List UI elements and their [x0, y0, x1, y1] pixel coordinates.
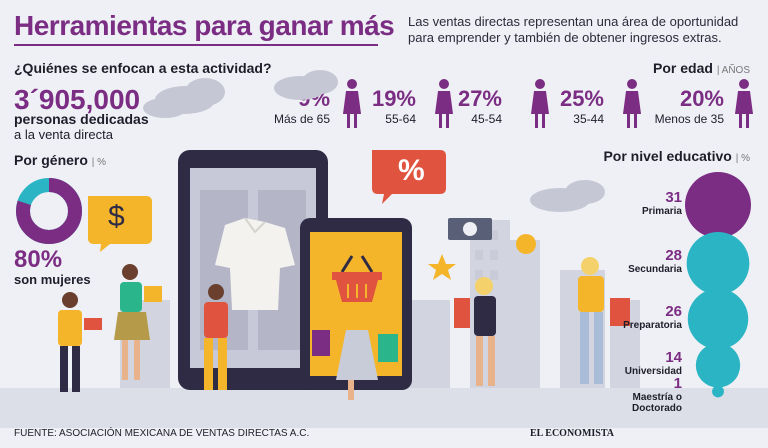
- star-icon: [428, 254, 456, 280]
- education-value: 28: [665, 247, 682, 265]
- woman-figure-icon: [735, 79, 753, 128]
- education-bubbles: [685, 172, 751, 398]
- dollar-icon: $: [108, 200, 125, 233]
- education-label: Preparatoria: [623, 319, 682, 331]
- education-level: 26 Preparatoria: [618, 303, 682, 331]
- age-group: 20% Menos de 35: [655, 86, 724, 128]
- person-man-center: [204, 284, 228, 390]
- woman-figure-icon: [343, 79, 361, 128]
- dollar-bubble: [88, 196, 152, 252]
- education-level: 28 Secundaria: [618, 247, 682, 275]
- education-bubble: [685, 172, 751, 238]
- education-title: Por nivel educativo: [603, 148, 732, 164]
- person-woman-box: [114, 264, 162, 380]
- person-woman-right: [578, 257, 630, 384]
- gender-title: Por género: [14, 152, 88, 168]
- age-label: Menos de 35: [654, 112, 724, 126]
- education-section-title: Por nivel educativo | %: [603, 148, 750, 164]
- education-label: Maestría o Doctorado: [632, 392, 682, 415]
- age-title: Por edad: [653, 60, 713, 76]
- page-title: Herramientas para ganar más: [14, 10, 395, 41]
- education-unit: | %: [735, 153, 750, 164]
- education-label: Secundaria: [628, 264, 682, 276]
- education-level: 1 Maestría o Doctorado: [618, 375, 682, 414]
- cloud-icon: [143, 70, 605, 212]
- gender-donut: [16, 178, 82, 244]
- education-value: 14: [665, 349, 682, 367]
- woman-figure-icon: [623, 79, 641, 128]
- source-footer: FUENTE: ASOCIACIÓN MEXICANA DE VENTAS DI…: [14, 428, 310, 439]
- total-label-bold: personas dedicadas: [14, 111, 149, 127]
- education-bubble: [695, 343, 741, 388]
- age-pct: 25%: [559, 86, 604, 111]
- shirt-icon: [215, 218, 295, 310]
- person-man-left: [58, 292, 102, 392]
- age-label: Más de 65: [273, 112, 330, 126]
- woman-figure-icon: [435, 79, 453, 128]
- woman-figure-icon: [531, 79, 549, 128]
- title-underline: [14, 44, 378, 46]
- education-level: 31 Primaria: [618, 189, 682, 217]
- percent-icon: %: [398, 154, 425, 187]
- age-label: 45-54: [471, 112, 502, 126]
- percent-bubble: [372, 150, 446, 204]
- education-bubble: [712, 385, 724, 398]
- education-label: Universidad: [624, 366, 682, 378]
- ground: [0, 388, 768, 428]
- total-label: a la venta directa: [14, 127, 114, 142]
- age-label: 35-44: [573, 112, 604, 126]
- total-people: 3´905,000: [14, 84, 141, 115]
- education-bubble: [687, 288, 749, 350]
- age-pct: 27%: [457, 86, 502, 111]
- women-pct: 80%: [14, 246, 63, 273]
- intro-text: Las ventas directas representan una área…: [408, 14, 739, 45]
- age-label: 55-64: [385, 112, 416, 126]
- shopping-basket-icon: [332, 255, 382, 302]
- gender-unit: | %: [91, 157, 107, 168]
- education-value: 31: [665, 189, 682, 206]
- women-label: son mujeres: [14, 272, 91, 287]
- education-value: 26: [665, 302, 682, 320]
- who-question: ¿Quiénes se enfocan a esta actividad?: [14, 60, 272, 76]
- education-value: 1: [673, 375, 682, 393]
- age-figures: [343, 79, 753, 128]
- age-group: 27% 45-54: [458, 86, 502, 128]
- publisher-logo: EL ECONOMISTA: [530, 428, 614, 439]
- coin-icon: [516, 234, 536, 254]
- age-group: 19% 55-64: [372, 86, 416, 128]
- person-woman-bags: [312, 309, 398, 400]
- gender-section-title: Por género | %: [14, 152, 106, 168]
- age-pct: 19%: [371, 86, 416, 111]
- age-group: 25% 35-44: [560, 86, 604, 128]
- age-pct: 20%: [679, 86, 724, 111]
- education-label: Primaria: [641, 206, 682, 217]
- age-unit: | AÑOS: [716, 65, 750, 76]
- education-bubble: [686, 232, 750, 295]
- gender-donut-women: [16, 178, 82, 244]
- education-level: 14 Universidad: [618, 349, 682, 377]
- age-section-title: Por edad | AÑOS: [653, 60, 750, 76]
- person-woman-shopping: [454, 277, 496, 386]
